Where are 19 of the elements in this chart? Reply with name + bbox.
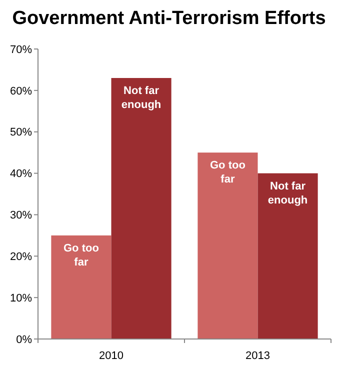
series-label: Not far enough [121,85,162,111]
bar [258,173,318,339]
y-tick-label: 0% [16,334,32,346]
y-tick-label: 20% [10,250,32,263]
bar [111,78,172,339]
chart-title: Government Anti-Terrorism Efforts [12,8,326,29]
y-tick-label: 40% [10,168,32,180]
y-tick-label: 50% [10,126,32,139]
text: Go too far [210,160,246,186]
bar [51,235,112,339]
text: Not far enough [268,180,308,206]
series-label: Go too far [64,242,100,268]
bar [198,152,258,339]
x-tick-label: 2013 [246,350,270,362]
y-tick-label: 70% [10,44,32,56]
y-tick-label: 30% [10,210,32,222]
y-tick-label: 60% [10,85,32,98]
x-tick-label: 2010 [99,350,124,362]
y-tick-label: 10% [10,292,32,304]
